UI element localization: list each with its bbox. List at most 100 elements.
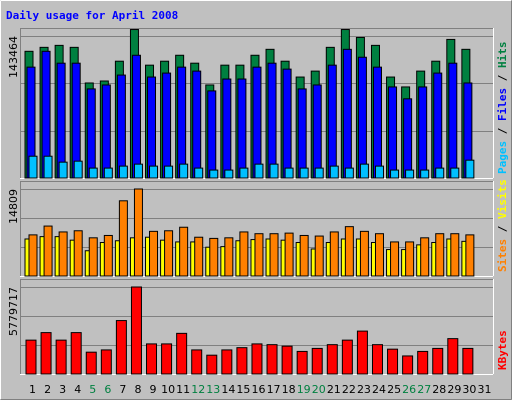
files-bar: [372, 66, 382, 179]
kbytes-bar: [25, 339, 37, 375]
x-axis-day-labels: 1 2 3 4 5 6 7 8 9 10 11 12 13 14 15 16 17 18 19 20 21 22 23 24 2…: [29, 383, 491, 396]
sites-bar: [179, 226, 189, 277]
pages-bar: [254, 163, 264, 179]
kbytes-bar: [266, 344, 278, 375]
kbytes-bar: [221, 349, 233, 375]
x-tick-label: 23: [357, 383, 371, 396]
sites-bar: [209, 237, 219, 277]
sites-bar: [450, 233, 460, 277]
x-tick-label: 20: [312, 383, 326, 396]
x-tick-label: 22: [342, 383, 356, 396]
kbytes-bar: [115, 320, 127, 375]
sites-bar: [465, 234, 475, 277]
x-tick-label: 8: [134, 383, 141, 396]
files-bar: [192, 70, 202, 179]
pages-bar: [450, 167, 460, 179]
series-label-part: Pages: [496, 141, 509, 174]
files-bar: [357, 56, 367, 179]
pages-bar: [329, 165, 339, 179]
x-tick-label: 3: [59, 383, 66, 396]
pages-bar: [118, 165, 128, 179]
kbytes-bar: [417, 350, 429, 375]
kbytes-bar: [191, 349, 203, 375]
x-tick-label: 18: [282, 383, 296, 396]
kbytes-bar: [296, 350, 308, 375]
sites-bar: [28, 234, 38, 277]
files-bar: [282, 68, 292, 179]
sites-bar: [299, 234, 309, 277]
x-tick-label: 7: [119, 383, 126, 396]
kbytes-panel-series-label: KBytes: [496, 330, 509, 370]
x-tick-label: 9: [150, 383, 157, 396]
kbytes-bar: [206, 354, 218, 375]
kbytes-bar: [281, 345, 293, 375]
x-tick-label: 10: [161, 383, 175, 396]
x-tick-label: 27: [417, 383, 431, 396]
x-tick-label: 13: [206, 383, 220, 396]
kbytes-bar: [176, 332, 188, 375]
kbytes-bar: [70, 332, 82, 375]
files-bar: [147, 76, 157, 179]
files-bar: [207, 90, 217, 179]
sites-bar: [43, 225, 53, 277]
x-tick-label: 29: [447, 383, 461, 396]
files-bar: [116, 74, 126, 179]
kbytes-bar: [447, 338, 459, 375]
pages-bar: [73, 160, 83, 179]
files-bar: [342, 48, 352, 179]
kbytes-bar: [55, 339, 67, 375]
sites-bar: [149, 230, 159, 277]
pages-bar: [269, 163, 279, 179]
sites-bar: [374, 233, 384, 277]
x-tick-label: 16: [252, 383, 266, 396]
x-tick-label: 19: [297, 383, 311, 396]
x-tick-label: 30: [462, 383, 476, 396]
kbytes-bar: [356, 330, 368, 375]
kbytes-bar: [462, 347, 474, 375]
sites-bar: [344, 226, 354, 277]
x-tick-label: 14: [221, 383, 235, 396]
series-label-part: Sites: [496, 239, 509, 272]
sites-bar: [359, 230, 369, 277]
sites-bar: [73, 230, 83, 277]
kbytes-bar: [236, 347, 248, 375]
sites-bar: [164, 230, 174, 277]
kbytes-panel-ymax-label: 5779717: [7, 287, 20, 336]
kbytes-bar: [311, 347, 323, 375]
hits-files-pages-panel: [20, 28, 494, 179]
visits-panel-series-label: Sites / Visits: [496, 179, 509, 272]
kbytes-bar: [432, 347, 444, 375]
kbytes-bar: [371, 344, 383, 375]
x-tick-label: 25: [387, 383, 401, 396]
files-bar: [252, 66, 262, 179]
series-label-part: Visits: [496, 179, 509, 219]
kbytes-bar: [341, 339, 353, 375]
series-label-part: /: [496, 121, 509, 141]
x-tick-label: 1: [29, 383, 36, 396]
sites-bar: [420, 237, 430, 277]
pages-bar: [194, 167, 204, 179]
files-bar: [162, 72, 172, 179]
files-bar: [101, 84, 111, 179]
sites-bar: [390, 241, 400, 277]
series-label-part: /: [496, 68, 509, 88]
files-bar: [267, 62, 277, 179]
x-tick-label: 26: [402, 383, 416, 396]
pages-bar: [359, 163, 369, 179]
kbytes-bar: [130, 286, 142, 375]
visits-sites-panel: [20, 181, 494, 277]
sites-bar: [224, 237, 234, 277]
pages-bar: [43, 155, 53, 179]
files-bar: [448, 62, 458, 179]
sites-bar: [239, 231, 249, 277]
files-bar: [388, 86, 398, 179]
files-bar: [131, 54, 141, 179]
pages-bar: [390, 169, 400, 179]
kbytes-bar: [146, 343, 158, 375]
files-bar: [327, 64, 337, 179]
sites-bar: [58, 231, 68, 277]
files-bar: [297, 88, 307, 179]
pages-bar: [164, 165, 174, 179]
pages-bar: [28, 155, 38, 179]
kbytes-bar: [85, 351, 97, 375]
